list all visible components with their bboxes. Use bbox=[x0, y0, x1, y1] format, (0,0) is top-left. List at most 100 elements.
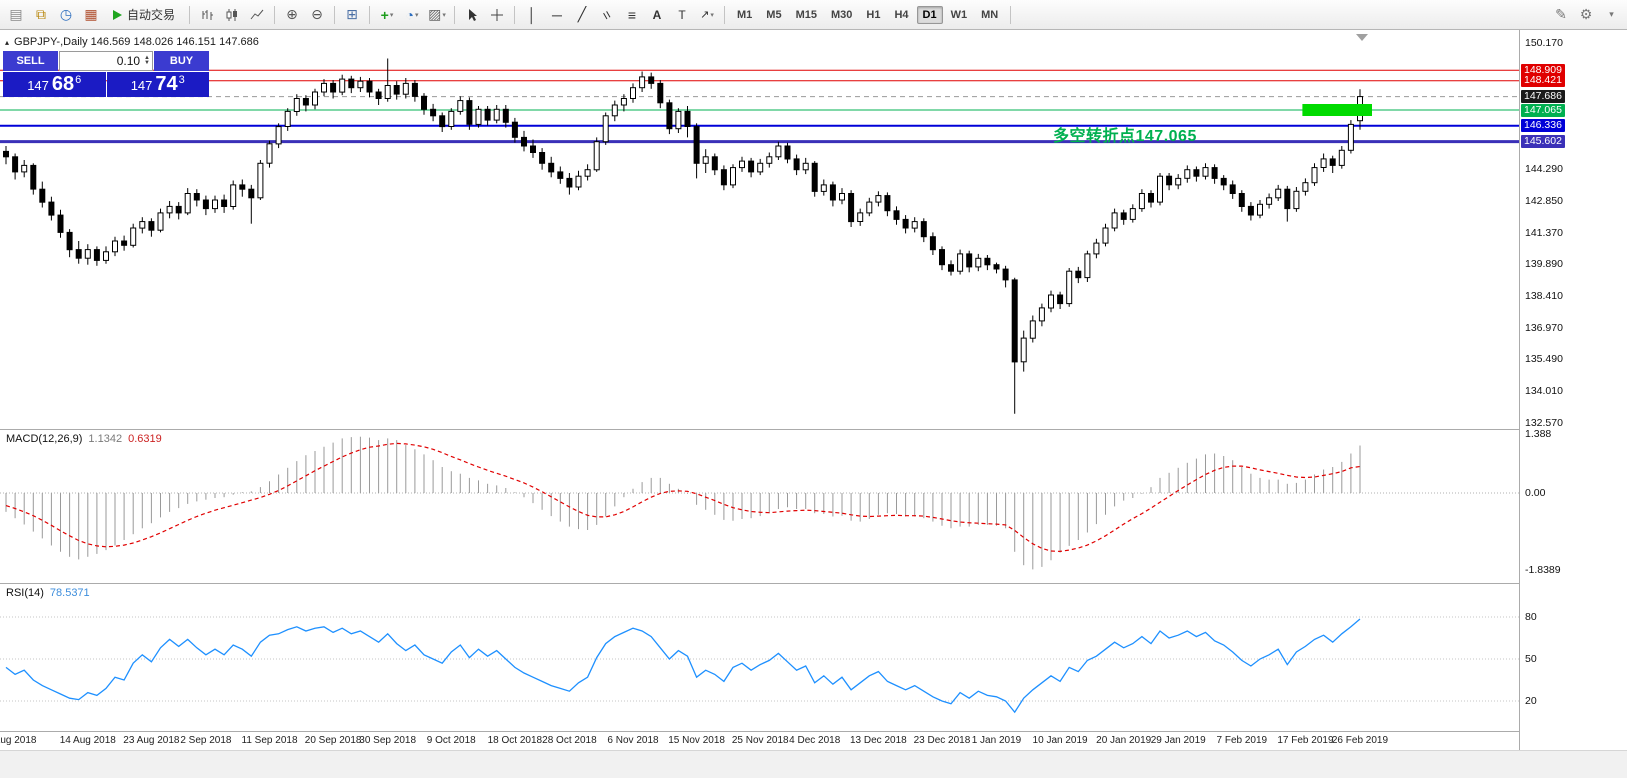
candle bbox=[103, 251, 109, 261]
chart-shift-marker[interactable] bbox=[1356, 34, 1368, 41]
cursor-icon[interactable] bbox=[460, 3, 484, 27]
label-tool-icon[interactable]: T bbox=[678, 7, 686, 22]
main-chart-panel[interactable]: ▴ GBPJPY-,Daily 146.569 148.026 146.151 … bbox=[0, 30, 1519, 430]
price-axis[interactable]: 150.170 144.290 142.850 141.370 139.890 138.4… bbox=[1519, 30, 1627, 750]
candle bbox=[248, 188, 255, 199]
candle bbox=[566, 177, 573, 188]
candle bbox=[975, 257, 982, 268]
vertical-line-tool-icon[interactable]: │ bbox=[527, 6, 537, 23]
candle bbox=[657, 82, 664, 104]
candlestick-type-icon[interactable] bbox=[220, 3, 244, 27]
timeframe-button-h4[interactable]: H4 bbox=[894, 8, 909, 21]
candle bbox=[1102, 227, 1109, 244]
buy-button[interactable]: BUY bbox=[154, 51, 209, 71]
candle bbox=[1093, 242, 1100, 255]
line-chart-type-icon[interactable] bbox=[245, 3, 269, 27]
candle bbox=[339, 78, 346, 93]
horizontal-line-tool-icon[interactable]: ─ bbox=[552, 6, 562, 23]
settings-icon[interactable]: ⚙ bbox=[1579, 6, 1593, 22]
rsi-panel[interactable]: RSI(14) 78.5371 bbox=[0, 584, 1519, 732]
candles-layer bbox=[3, 58, 1363, 414]
trendline-tool-icon[interactable]: ╱ bbox=[577, 6, 587, 22]
profiles-icon[interactable]: ⧉ bbox=[36, 6, 46, 22]
price-level-label: 145.602 bbox=[1521, 135, 1565, 149]
candle bbox=[121, 240, 128, 246]
candle bbox=[466, 100, 473, 125]
tile-windows-icon[interactable]: ⊞ bbox=[346, 6, 358, 22]
price-tick: 136.970 bbox=[1525, 321, 1563, 334]
price-plot[interactable] bbox=[0, 30, 1519, 429]
candle bbox=[920, 221, 927, 238]
candle bbox=[666, 102, 673, 130]
timeframe-button-m1[interactable]: M1 bbox=[737, 8, 753, 21]
price-level-label: 146.336 bbox=[1521, 119, 1565, 133]
bar-chart-type-icon[interactable] bbox=[195, 3, 219, 27]
candle bbox=[39, 188, 46, 203]
timeframe-button-h1[interactable]: H1 bbox=[866, 8, 881, 21]
timeframe-button-d1[interactable]: D1 bbox=[916, 5, 943, 24]
buy-price[interactable]: 147 74 3 bbox=[106, 72, 209, 97]
price-tick: 139.890 bbox=[1525, 258, 1563, 271]
x-axis-label: 18 Oct 2018 bbox=[487, 735, 543, 746]
candle bbox=[457, 100, 464, 112]
candle bbox=[620, 98, 627, 106]
period-icon[interactable]: ◔ ▾ bbox=[405, 6, 419, 23]
candle bbox=[675, 110, 682, 130]
candle bbox=[584, 169, 591, 177]
candle bbox=[630, 87, 636, 100]
sell-button[interactable]: SELL bbox=[3, 51, 58, 71]
price-level-label: 147.065 bbox=[1521, 103, 1565, 117]
candle bbox=[1247, 205, 1254, 216]
x-axis-label: 1 Jan 2019 bbox=[971, 735, 1022, 746]
candle bbox=[66, 231, 73, 251]
candle bbox=[766, 156, 773, 164]
edit-icon[interactable]: ✎ bbox=[1555, 6, 1567, 22]
crosshair-icon[interactable] bbox=[485, 3, 509, 27]
zoom-out-icon[interactable]: ⊖ bbox=[311, 6, 323, 22]
toolbar: ▤ ⧉ ◷ ▦ 自动交易 ⊕ ⊖ ⊞ + ▾ ◔ ▾ ▨ ▾ bbox=[0, 0, 1627, 30]
timeframe-button-m30[interactable]: M30 bbox=[830, 8, 853, 21]
candle bbox=[166, 205, 173, 214]
arrows-tool-icon[interactable]: ↗ ▾ bbox=[700, 9, 714, 21]
x-axis-label: 13 Dec 2018 bbox=[849, 735, 907, 746]
macd-label: MACD(12,26,9) 1.1342 0.6319 bbox=[6, 433, 162, 445]
macd-panel[interactable]: MACD(12,26,9) 1.1342 0.6319 bbox=[0, 430, 1519, 584]
candle bbox=[1193, 169, 1200, 177]
price-tick: 141.370 bbox=[1525, 226, 1563, 239]
candle bbox=[539, 152, 546, 164]
channel-tool-icon[interactable]: = bbox=[598, 6, 616, 23]
macd-plot[interactable] bbox=[0, 430, 1519, 583]
timeframe-button-mn[interactable]: MN bbox=[981, 8, 999, 21]
rsi-plot[interactable] bbox=[0, 584, 1519, 731]
navigator-icon[interactable]: ▦ bbox=[84, 6, 98, 22]
timeframe-button-m15[interactable]: M15 bbox=[795, 8, 817, 21]
candle bbox=[839, 193, 845, 201]
timeframe-button-m5[interactable]: M5 bbox=[766, 8, 782, 21]
candle bbox=[1220, 177, 1227, 186]
add-indicator-icon[interactable]: + ▾ bbox=[380, 6, 394, 23]
fibonacci-tool-icon[interactable]: ≡ bbox=[627, 6, 637, 23]
candle bbox=[3, 150, 9, 158]
volume-spinner[interactable]: ▲ ▼ bbox=[144, 55, 150, 66]
candle bbox=[1211, 167, 1218, 179]
candle bbox=[966, 253, 973, 268]
candle bbox=[793, 158, 800, 171]
new-order-icon[interactable]: ▤ bbox=[9, 6, 23, 22]
symbol-collapse-arrow[interactable]: ▴ bbox=[5, 37, 10, 47]
auto-trading-button[interactable]: 自动交易 bbox=[104, 3, 184, 26]
market-watch-icon[interactable]: ◷ bbox=[59, 6, 73, 22]
toolbar-overflow-icon[interactable]: ▾ bbox=[1609, 9, 1614, 19]
x-axis-label: 23 Dec 2018 bbox=[913, 735, 971, 746]
candle bbox=[1002, 268, 1009, 281]
x-axis-label: 20 Jan 2019 bbox=[1096, 735, 1152, 746]
sell-price[interactable]: 147 68 6 bbox=[3, 72, 106, 97]
template-icon[interactable]: ▨ ▾ bbox=[428, 6, 446, 22]
text-tool-icon[interactable]: A bbox=[652, 7, 662, 22]
zoom-in-icon[interactable]: ⊕ bbox=[286, 6, 298, 22]
candle bbox=[684, 110, 691, 128]
candle bbox=[802, 162, 809, 171]
timeframe-button-w1[interactable]: W1 bbox=[950, 8, 968, 21]
volume-input[interactable]: 0.10 ▲ ▼ bbox=[59, 51, 153, 71]
candle bbox=[148, 221, 155, 231]
